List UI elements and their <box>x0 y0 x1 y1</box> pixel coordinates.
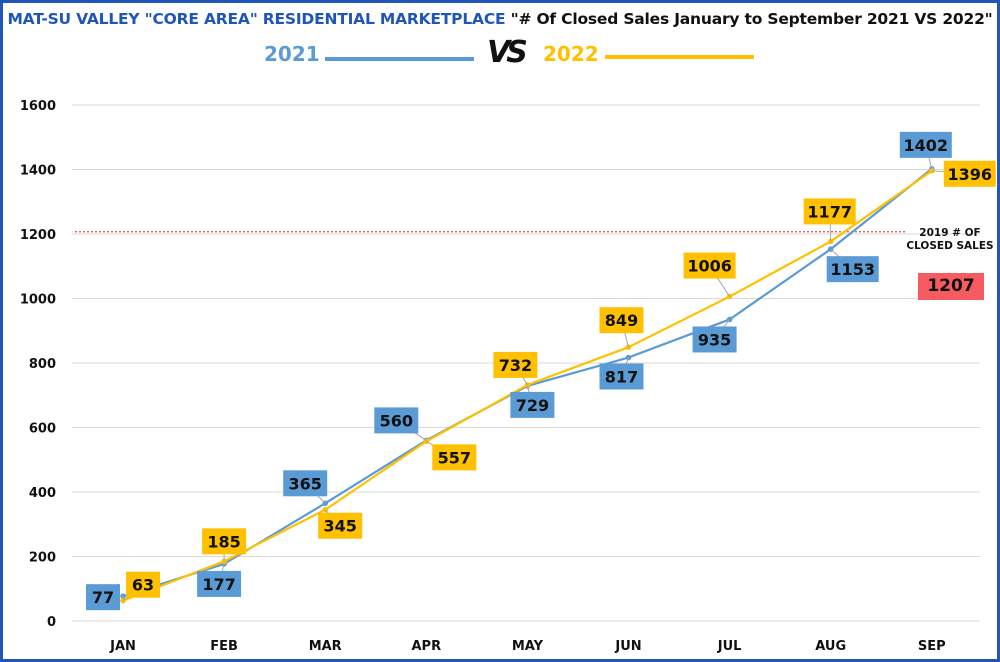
data-label: 77 <box>92 588 114 607</box>
data-label: 1006 <box>687 257 732 276</box>
data-label: 557 <box>438 448 471 467</box>
data-label-box <box>202 528 247 555</box>
data-label-box <box>432 444 477 471</box>
y-tick-label: 800 <box>29 357 56 372</box>
data-label: 1396 <box>948 165 993 184</box>
data-label-box <box>318 512 363 539</box>
legend-label-2021: 2021 <box>264 42 320 66</box>
reference-value-badge: 1207 <box>918 273 984 300</box>
data-label-box <box>493 351 538 378</box>
data-label-box <box>943 160 996 187</box>
data-label-box <box>599 307 644 334</box>
data-label: 177 <box>202 575 235 594</box>
x-tick-label: FEB <box>210 639 238 654</box>
data-label-box <box>826 256 879 283</box>
y-tick-label: 600 <box>29 422 56 437</box>
data-label: 560 <box>380 411 413 430</box>
x-tick-label: JUL <box>717 639 742 654</box>
x-tick-label: MAR <box>309 639 342 654</box>
legend-label-2022: 2022 <box>543 42 599 66</box>
chart-title-subject: "# Of Closed Sales January to September … <box>505 10 993 28</box>
data-label-box <box>126 571 160 598</box>
x-tick-label: JAN <box>109 639 136 654</box>
reference-note: 2019 # OF CLOSED SALES <box>906 227 994 252</box>
data-label: 185 <box>207 532 240 551</box>
x-tick-label: SEP <box>918 639 946 654</box>
data-label-box <box>283 470 328 497</box>
data-label-box <box>899 131 952 158</box>
legend-vs-label: VS <box>487 35 528 70</box>
data-label: 817 <box>605 368 638 387</box>
data-label-box <box>692 326 737 353</box>
data-label: 1402 <box>904 136 949 155</box>
data-label: 729 <box>516 396 549 415</box>
y-tick-label: 1400 <box>20 164 56 179</box>
y-tick-label: 1200 <box>20 228 56 243</box>
data-label-box <box>510 391 555 418</box>
legend-line-2022 <box>605 55 754 59</box>
y-tick-label: 0 <box>47 615 56 630</box>
data-label: 935 <box>698 330 731 349</box>
data-label: 63 <box>132 576 154 595</box>
data-label-box <box>86 584 120 611</box>
y-tick-label: 1000 <box>20 293 56 308</box>
data-label-box <box>803 198 856 225</box>
data-label: 849 <box>605 311 638 330</box>
x-tick-label: MAY <box>512 639 544 654</box>
data-label: 1153 <box>830 260 875 279</box>
x-tick-label: AUG <box>815 639 846 654</box>
data-label: 345 <box>323 517 356 536</box>
data-label-box <box>197 570 242 597</box>
y-tick-label: 200 <box>29 551 56 566</box>
legend-line-2021 <box>325 57 474 61</box>
x-tick-label: JUN <box>614 639 641 654</box>
chart-title: MAT-SU VALLEY "CORE AREA" RESIDENTIAL MA… <box>0 10 1000 28</box>
data-label-box <box>374 407 419 434</box>
x-tick-label: APR <box>411 639 441 654</box>
data-label-box <box>599 363 644 390</box>
data-label-box <box>683 252 736 279</box>
y-tick-label: 400 <box>29 486 56 501</box>
data-label: 1177 <box>807 202 852 221</box>
chart-title-region: MAT-SU VALLEY "CORE AREA" RESIDENTIAL MA… <box>7 10 506 28</box>
data-label: 365 <box>288 474 321 493</box>
y-tick-label: 1600 <box>20 99 56 114</box>
data-label: 732 <box>499 356 532 375</box>
